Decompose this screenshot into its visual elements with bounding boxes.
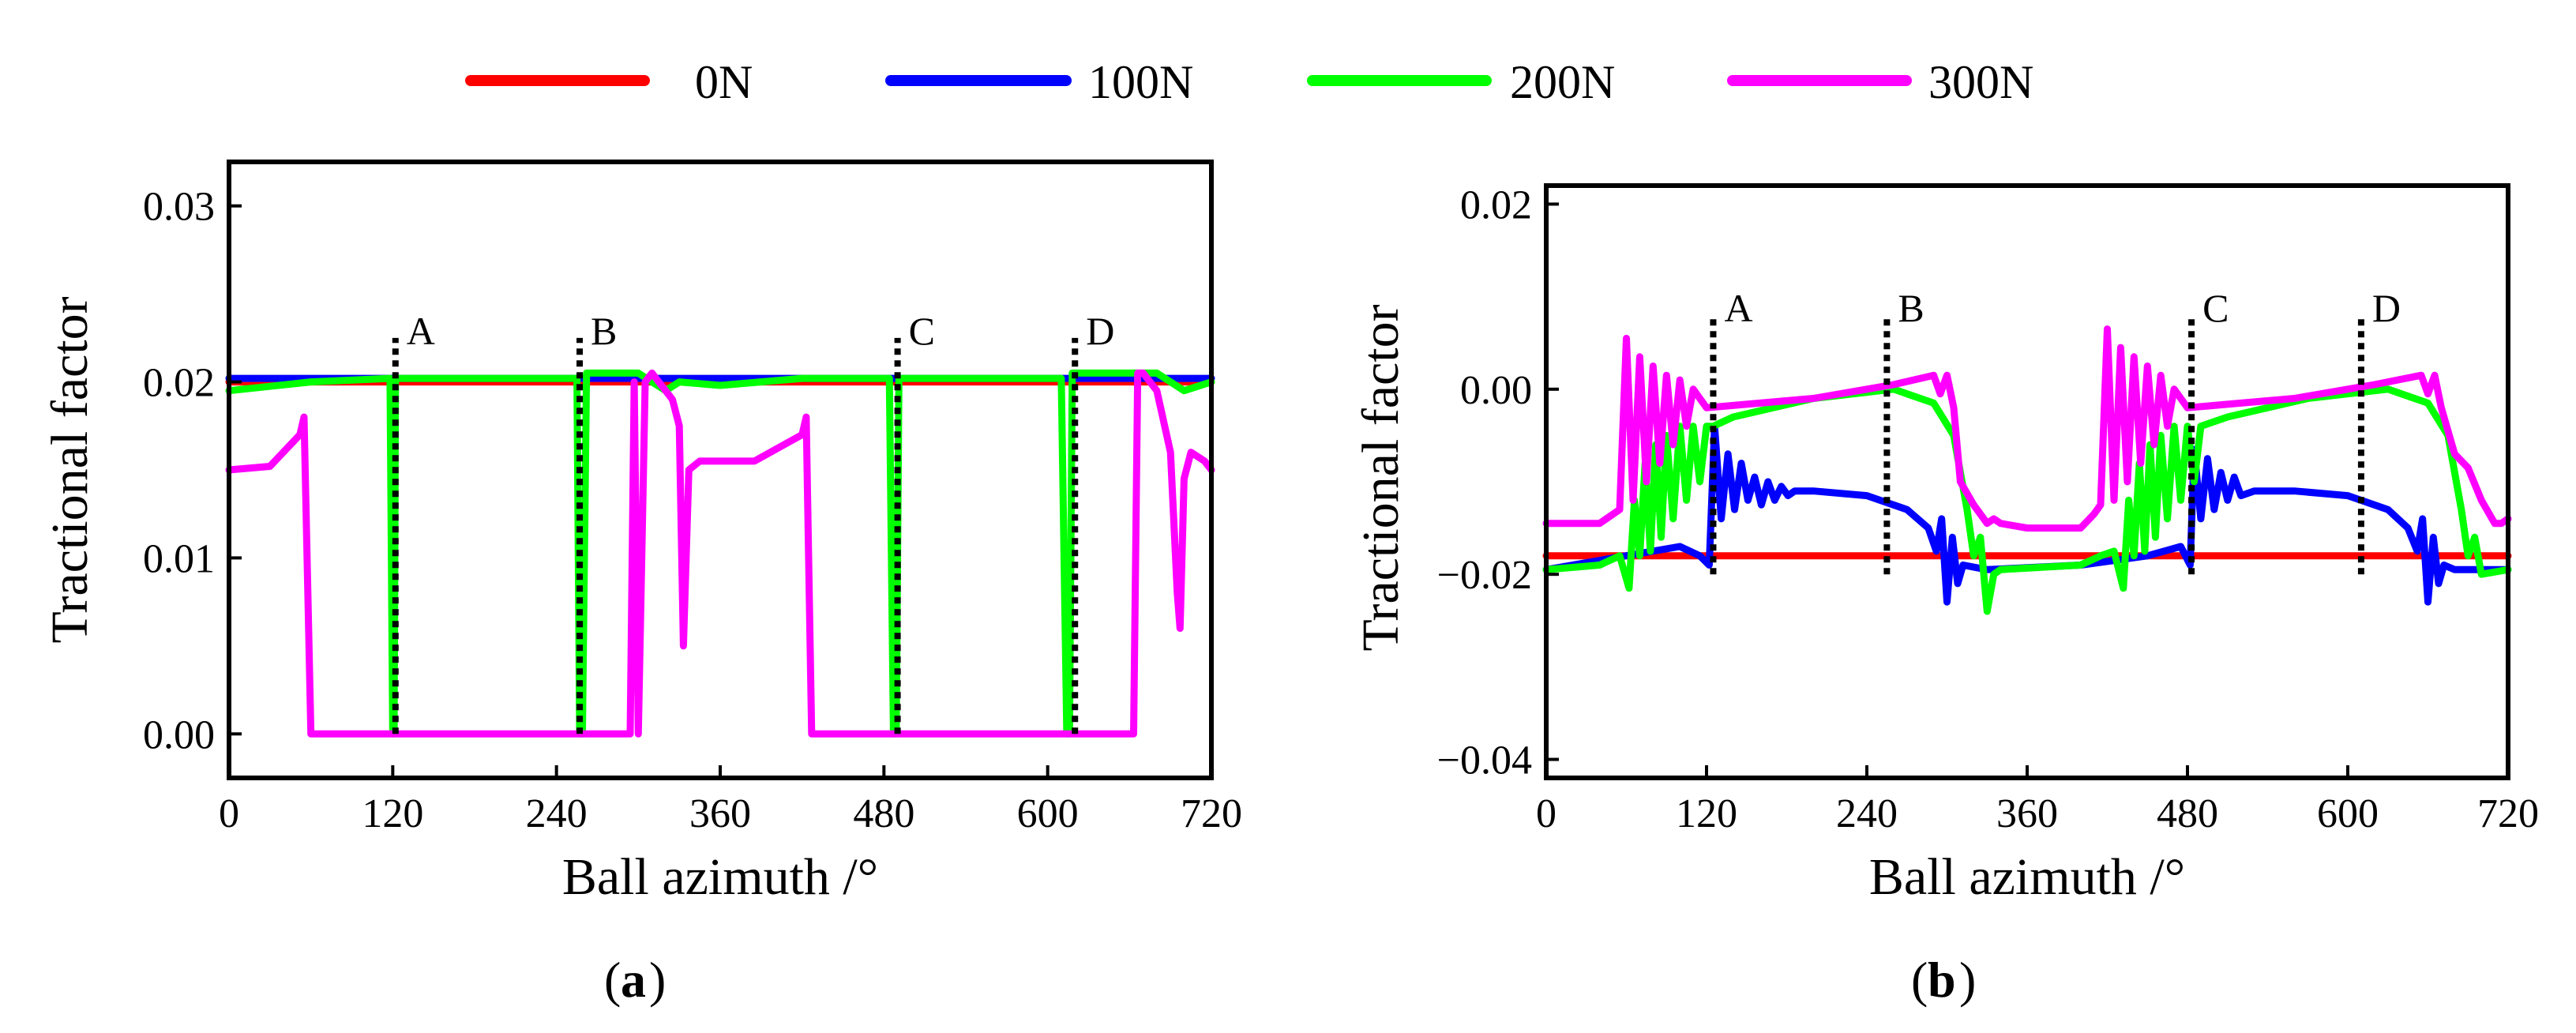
svg-text:): ) [649, 952, 666, 1008]
x-tick-label-a: 600 [1017, 791, 1079, 836]
panel-label-b: ( b ) [1911, 952, 1976, 1008]
chart-panel-b: A B C D 0 120 240 360 480 600 720 −0.04 −0.02 0.00 0.… [1352, 182, 2539, 1008]
x-axis-title-a: Ball azimuth /° [562, 848, 878, 906]
y-axis-title-a: Tractional factor [41, 296, 99, 643]
plot-lines-b [1542, 325, 2512, 615]
x-tick-label-a: 0 [219, 791, 239, 836]
x-tick-label-a: 240 [526, 791, 588, 836]
marker-label-c-a: C [909, 309, 935, 353]
marker-label-d-a: D [1086, 309, 1114, 353]
legend-label-0n: 0N [695, 56, 753, 108]
y-tick-label-a: 0.00 [143, 712, 215, 757]
x-tick-label-b: 600 [2317, 791, 2379, 836]
markers-a: A B C D [392, 309, 1114, 734]
y-tick-label-b: 0.00 [1460, 368, 1532, 413]
series-line-300n-a [225, 369, 1215, 738]
marker-label-b-a: B [591, 309, 617, 353]
chart-panel-a: A B C D 0 120 240 360 480 600 720 0.00 0.01 0.02 0.03… [41, 160, 1242, 1008]
ticks-b: 0 120 240 360 480 600 720 −0.04 −0.02 0.00 0.02 [1437, 182, 2539, 836]
panel-label-a-letter: a [621, 952, 646, 1008]
x-tick-label-b: 720 [2477, 791, 2539, 836]
marker-label-b-b: B [1898, 286, 1924, 330]
series-line-200n-b [1542, 385, 2512, 615]
legend-entry-0n: 0N [465, 56, 753, 108]
legend-entry-100n: 100N [885, 56, 1193, 108]
legend-entry-300n: 300N [1727, 56, 2033, 108]
svg-text:(: ( [1911, 952, 1928, 1008]
legend-entry-200n: 200N [1307, 56, 1615, 108]
legend: 0N 100N 200N 300N [465, 56, 2033, 108]
legend-label-100n: 100N [1088, 56, 1193, 108]
legend-label-300n: 300N [1928, 56, 2033, 108]
y-axis-title-b: Tractional factor [1352, 304, 1410, 651]
x-axis-title-b: Ball azimuth /° [1869, 848, 2185, 906]
y-tick-label-a: 0.02 [143, 361, 215, 406]
marker-label-a-a: A [407, 309, 435, 353]
marker-label-a-b: A [1724, 286, 1752, 330]
x-tick-label-a: 120 [362, 791, 423, 836]
series-line-200n-a [225, 369, 1215, 738]
x-tick-label-b: 0 [1536, 791, 1556, 836]
panel-label-a: ( a ) [604, 952, 666, 1008]
series-line-300n-b [1542, 325, 2512, 532]
marker-label-d-b: D [2372, 286, 2401, 330]
x-tick-label-b: 240 [1836, 791, 1898, 836]
y-tick-label-a: 0.03 [143, 185, 215, 230]
plot-lines-a [225, 369, 1215, 738]
x-tick-label-a: 360 [689, 791, 751, 836]
legend-label-200n: 200N [1510, 56, 1615, 108]
series-line-100n-b [1542, 423, 2512, 606]
svg-text:): ) [1959, 952, 1976, 1008]
panel-label-b-letter: b [1928, 952, 1956, 1008]
marker-label-c-b: C [2202, 286, 2229, 330]
x-tick-label-b: 360 [1996, 791, 2058, 836]
plot-frame-b [1544, 183, 2510, 780]
ticks-a: 0 120 240 360 480 600 720 0.00 0.01 0.02 0.03 [143, 185, 1242, 836]
y-tick-label-b: −0.02 [1437, 553, 1532, 598]
y-tick-label-b: −0.04 [1437, 738, 1532, 783]
markers-b: A B C D [1710, 286, 2401, 575]
svg-text:(: ( [604, 952, 621, 1008]
x-tick-label-b: 120 [1676, 791, 1737, 836]
x-tick-label-a: 720 [1181, 791, 1242, 836]
plot-frame-a [227, 160, 1214, 780]
x-tick-label-a: 480 [853, 791, 914, 836]
x-tick-label-b: 480 [2157, 791, 2218, 836]
y-tick-label-a: 0.01 [143, 536, 215, 581]
y-tick-label-b: 0.02 [1460, 182, 1532, 227]
